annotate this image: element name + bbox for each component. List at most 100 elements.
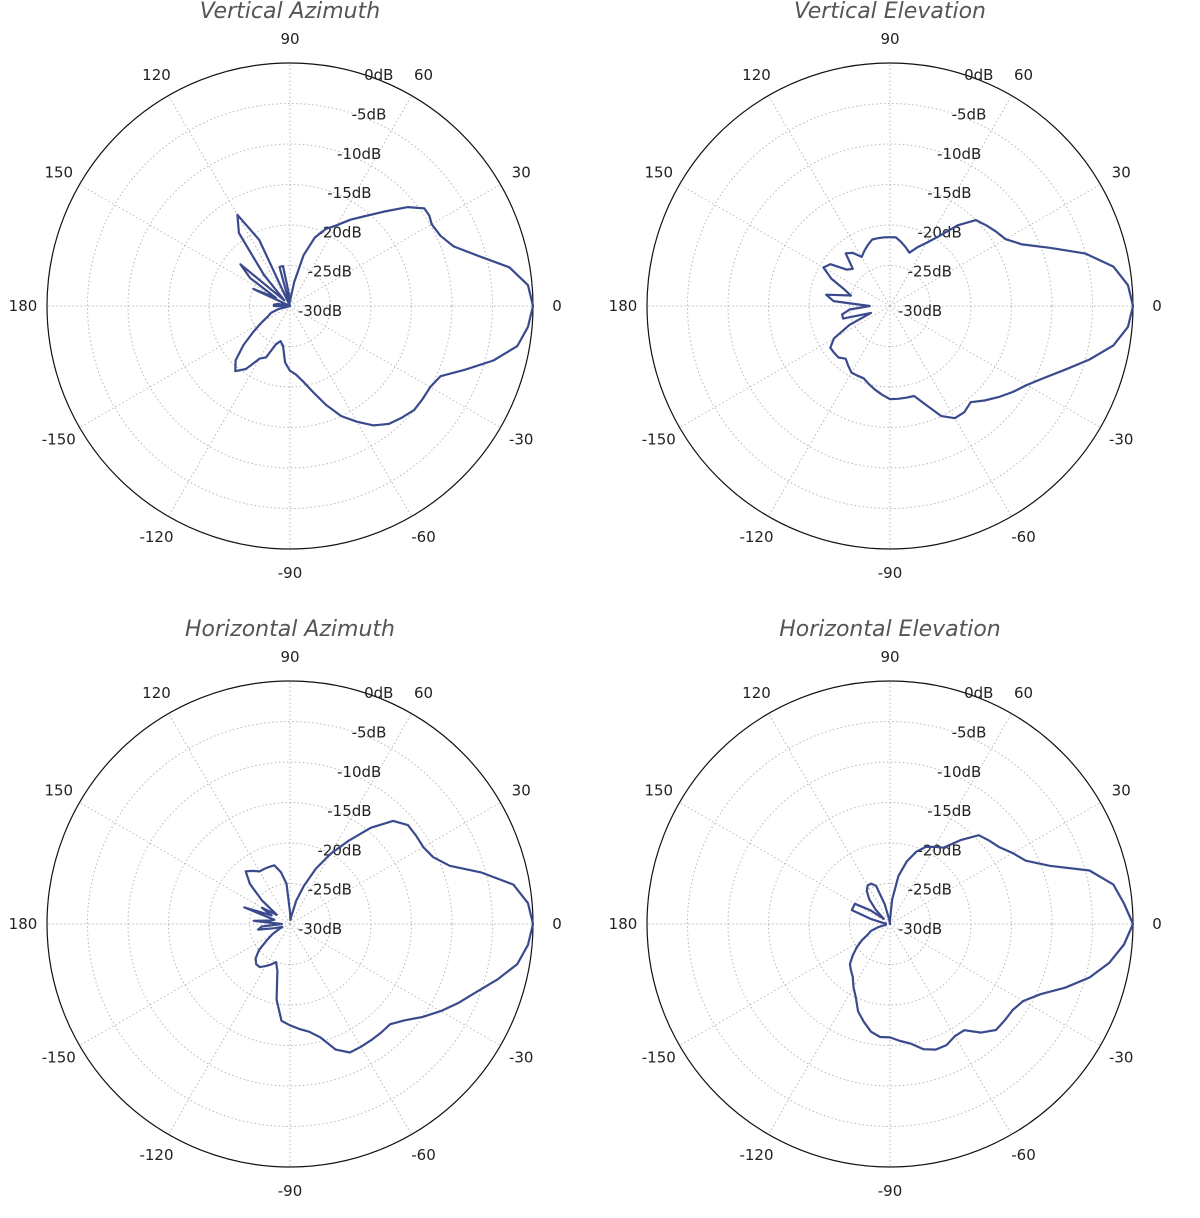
chart-panel-horizontal-elevation: Horizontal Elevation 0 30 60 90 120 150 180 -150… (600, 617, 1200, 1218)
angle-tick-label: 30 (1112, 164, 1131, 182)
grid-spoke (168, 923, 291, 1135)
angle-tick-label: 60 (414, 66, 433, 84)
angle-tick-label: 180 (609, 297, 638, 315)
angle-tick-label: -60 (1011, 1146, 1036, 1164)
angle-tick-label: 180 (9, 297, 38, 315)
angle-tick-label: 90 (880, 648, 899, 666)
angle-tick-label: -120 (739, 1146, 773, 1164)
angle-tick-label: -120 (139, 1146, 173, 1164)
angle-tick-label: -150 (42, 1049, 76, 1067)
angle-tick-label: 150 (644, 164, 673, 182)
angle-tick-label: -150 (42, 431, 76, 449)
angle-tick-label: 90 (280, 648, 299, 666)
radial-tick-label: -10dB (937, 763, 981, 781)
grid-spoke (679, 305, 891, 428)
grid-spoke (79, 305, 291, 428)
grid-spoke (889, 923, 1101, 1046)
angle-tick-label: 0 (1152, 915, 1162, 933)
radial-tick-label: -10dB (337, 145, 381, 163)
grid-spoke (889, 305, 1101, 428)
radial-tick-label: -5dB (952, 106, 987, 124)
grid-spoke (168, 713, 291, 925)
grid-spoke (889, 305, 1012, 517)
radial-tick-label: -10dB (337, 763, 381, 781)
radial-tick-label: 0dB (964, 684, 993, 702)
polar-chart-vertical-elevation: Vertical Elevation 0 30 60 90 120 150 180 -150 -1… (609, 0, 1162, 582)
polar-chart-horizontal-azimuth: Horizontal Azimuth 0 30 60 90 120 150 180 -150 -1… (9, 617, 562, 1200)
angle-tick-label: -90 (878, 1182, 903, 1200)
radial-tick-label: -25dB (308, 881, 352, 899)
angle-tick-label: -30 (509, 1049, 534, 1067)
series-line (848, 834, 1135, 1051)
radial-tick-label: 0dB (964, 66, 993, 84)
grid-spoke (679, 184, 891, 307)
radial-tick-label: -5dB (352, 106, 387, 124)
radial-tick-label: -5dB (352, 724, 387, 742)
grid-spoke (768, 95, 891, 307)
angle-tick-label: -30 (1109, 1049, 1134, 1067)
grid-spoke (889, 184, 1101, 307)
radial-tick-label: -15dB (927, 184, 971, 202)
grid-ring (687, 721, 1093, 1127)
grid-spoke (679, 923, 891, 1046)
polar-chart-horizontal-elevation: Horizontal Elevation 0 30 60 90 120 150 180 -150… (609, 617, 1162, 1200)
radial-tick-label: 0dB (364, 66, 393, 84)
angle-tick-label: 30 (512, 782, 531, 800)
angle-tick-label: 150 (644, 782, 673, 800)
angle-tick-label: -90 (878, 564, 903, 582)
grid-spoke (889, 923, 1012, 1135)
grid-spoke (289, 95, 412, 307)
angle-tick-label: 0 (552, 297, 562, 315)
radial-tick-label: -30dB (898, 920, 942, 938)
angle-tick-label: 150 (44, 782, 73, 800)
grid-spoke (168, 305, 291, 517)
chart-title: Vertical Elevation (794, 0, 986, 24)
angle-tick-label: -60 (411, 528, 436, 546)
angle-tick-label: 180 (9, 915, 38, 933)
angle-tick-label: -60 (411, 1146, 436, 1164)
series-line (234, 206, 535, 427)
chart-panel-vertical-elevation: Vertical Elevation 0 30 60 90 120 150 180 -150 -1… (600, 0, 1200, 600)
radial-tick-label: -25dB (908, 263, 952, 281)
angle-tick-label: 0 (552, 915, 562, 933)
grid-spoke (889, 802, 1101, 925)
angle-tick-label: -30 (1109, 431, 1134, 449)
angle-tick-label: -90 (278, 564, 303, 582)
grid-spoke (889, 95, 1012, 307)
grid-spoke (289, 923, 501, 1046)
grid-ring (127, 143, 453, 469)
radial-tick-label: -20dB (917, 841, 961, 859)
angle-tick-label: 0 (1152, 297, 1162, 315)
grid-ring (727, 761, 1053, 1087)
polar-chart-vertical-azimuth: Vertical Azimuth 0 30 60 90 120 150 180 -150 -120… (9, 0, 562, 582)
angle-tick-label: -120 (139, 528, 173, 546)
angle-tick-label: 120 (742, 684, 771, 702)
angle-tick-label: 120 (142, 66, 171, 84)
angle-tick-label: 120 (742, 66, 771, 84)
angle-tick-label: 60 (1014, 66, 1033, 84)
grid-ring (87, 721, 493, 1127)
angle-tick-label: 60 (1014, 684, 1033, 702)
angle-tick-label: 150 (44, 164, 73, 182)
angle-tick-label: 30 (512, 164, 531, 182)
chart-title: Horizontal Azimuth (185, 617, 395, 642)
angle-tick-label: -150 (642, 1049, 676, 1067)
radial-tick-label: -15dB (327, 184, 371, 202)
radial-tick-label: -30dB (898, 302, 942, 320)
radial-tick-label: -25dB (908, 881, 952, 899)
grid-spoke (79, 184, 291, 307)
angle-tick-label: 90 (880, 30, 899, 48)
angle-tick-label: -90 (278, 1182, 303, 1200)
grid-spoke (289, 305, 501, 428)
grid-ring (127, 761, 453, 1087)
radial-tick-label: -15dB (327, 802, 371, 820)
chart-panel-horizontal-azimuth: Horizontal Azimuth 0 30 60 90 120 150 180 -150 -1… (0, 617, 600, 1218)
angle-tick-label: 120 (142, 684, 171, 702)
radial-tick-label: -10dB (937, 145, 981, 163)
grid-spoke (289, 184, 501, 307)
angle-tick-label: -150 (642, 431, 676, 449)
grid-spoke (768, 305, 891, 517)
radial-tick-label: -15dB (927, 802, 971, 820)
radial-tick-label: -30dB (298, 302, 342, 320)
grid-spoke (289, 305, 412, 517)
